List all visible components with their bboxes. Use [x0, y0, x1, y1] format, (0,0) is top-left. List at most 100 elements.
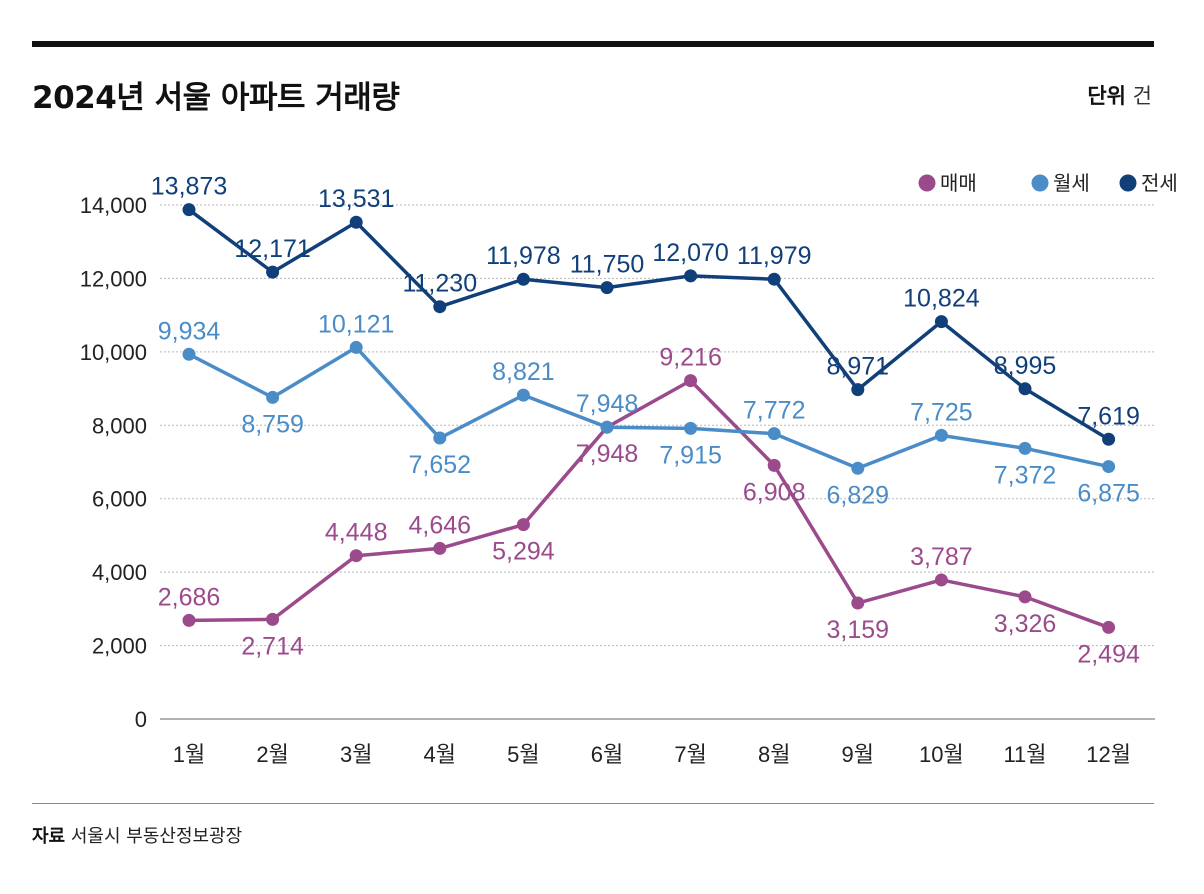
data-label: 6,908 [743, 478, 806, 506]
data-point [934, 573, 948, 587]
data-point [349, 549, 363, 563]
legend-label: 전세 [1141, 171, 1178, 195]
data-point [433, 541, 447, 555]
x-tick-label: 5월 [507, 742, 539, 767]
data-point [684, 269, 698, 283]
data-label: 9,934 [158, 317, 221, 345]
data-label: 8,995 [994, 352, 1057, 380]
data-point [851, 383, 865, 397]
data-label: 8,821 [492, 358, 555, 386]
data-point [516, 518, 530, 532]
data-point [516, 272, 530, 286]
data-label: 11,230 [402, 270, 477, 298]
chart-title: 2024년 서울 아파트 거래량 [32, 80, 400, 116]
data-label: 9,216 [659, 344, 722, 372]
y-tick-label: 4,000 [92, 560, 147, 585]
data-label: 13,531 [318, 185, 394, 213]
y-tick-label: 8,000 [92, 413, 147, 438]
data-label: 7,772 [743, 397, 806, 425]
data-label: 11,750 [570, 251, 645, 279]
data-label: 6,829 [827, 481, 890, 509]
data-point [1018, 441, 1032, 455]
data-label: 11,979 [737, 242, 812, 270]
data-label: 5,294 [492, 538, 555, 566]
data-point [433, 431, 447, 445]
data-label: 3,787 [910, 543, 973, 571]
data-label: 7,652 [409, 451, 472, 479]
data-point [182, 203, 196, 217]
data-label: 7,915 [659, 441, 722, 469]
data-label: 6,875 [1077, 480, 1140, 508]
data-label: 7,948 [576, 440, 639, 468]
series-line [188, 345, 1109, 471]
data-label: 2,714 [241, 632, 304, 660]
y-tick-label: 2,000 [92, 634, 147, 659]
data-point [182, 613, 196, 627]
data-label: 2,686 [158, 583, 221, 611]
series-line [188, 378, 1110, 630]
data-label: 4,448 [325, 519, 388, 547]
data-point [182, 347, 196, 361]
data-label: 7,948 [576, 390, 639, 418]
x-tick-label: 12월 [1086, 742, 1131, 767]
x-tick-label: 8월 [758, 742, 790, 767]
legend-marker [1031, 174, 1049, 192]
data-label: 4,646 [409, 511, 472, 539]
data-label: 13,873 [151, 173, 227, 201]
data-point [767, 458, 781, 472]
data-label: 8,971 [827, 353, 890, 381]
data-point [1018, 382, 1032, 396]
data-point [934, 428, 948, 442]
legend-label: 매매 [940, 171, 977, 195]
source-value: 서울시 부동산정보광장 [70, 826, 243, 847]
data-point [1102, 460, 1116, 474]
x-tick-label: 10월 [919, 742, 964, 767]
series-line [187, 208, 1110, 441]
x-tick-label: 1월 [173, 742, 205, 767]
data-point [767, 427, 781, 441]
data-label: 11,978 [486, 242, 561, 270]
x-tick-label: 7월 [674, 742, 706, 767]
x-tick-label: 9월 [842, 742, 874, 767]
x-tick-label: 6월 [591, 742, 623, 767]
y-tick-label: 0 [135, 707, 147, 732]
y-tick-label: 6,000 [92, 487, 147, 512]
data-point [851, 461, 865, 475]
source-rule [32, 803, 1154, 804]
data-label: 3,326 [994, 610, 1057, 638]
data-point [349, 340, 363, 354]
data-point [684, 374, 698, 388]
legend-label: 월세 [1053, 171, 1090, 195]
x-tick-label: 4월 [424, 742, 456, 767]
x-tick-label: 11월 [1003, 742, 1046, 767]
data-point [684, 421, 698, 435]
legend-marker [918, 174, 936, 192]
data-label: 8,759 [241, 410, 304, 438]
data-point [1102, 620, 1116, 634]
data-label: 10,824 [903, 285, 980, 313]
data-point [767, 272, 781, 286]
data-point [600, 281, 614, 295]
data-point [516, 388, 530, 402]
data-point [934, 315, 948, 329]
unit-label: 단위 [1087, 84, 1126, 108]
data-label: 7,372 [994, 461, 1057, 489]
data-label: 7,619 [1077, 402, 1140, 430]
y-tick-label: 10,000 [80, 340, 147, 365]
y-tick-label: 14,000 [80, 193, 147, 218]
data-point [851, 596, 865, 610]
data-point [266, 390, 280, 404]
data-label: 2,494 [1077, 640, 1140, 668]
data-label: 12,171 [234, 235, 310, 263]
legend-marker [1119, 174, 1137, 192]
data-label: 3,159 [827, 616, 890, 644]
unit-value: 건 [1132, 84, 1152, 108]
unit-note: 단위 건 [1087, 80, 1152, 110]
data-point [600, 420, 614, 434]
top-rule [32, 41, 1154, 47]
data-point [1018, 590, 1032, 604]
y-tick-label: 12,000 [80, 266, 147, 291]
x-tick-label: 2월 [256, 742, 288, 767]
